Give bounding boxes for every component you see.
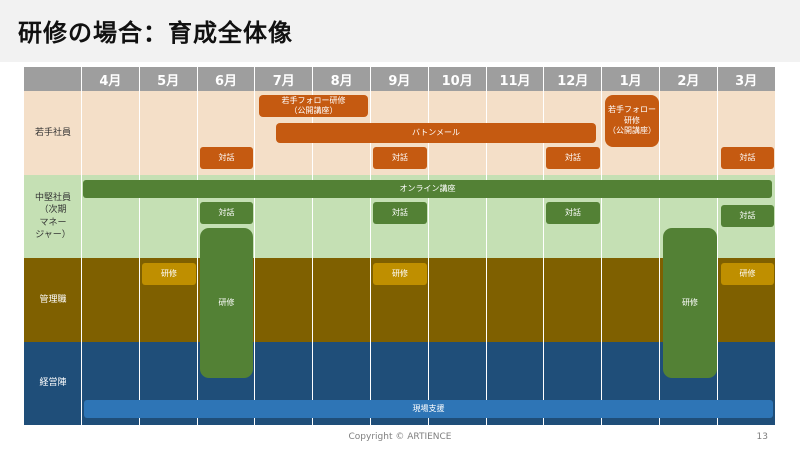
month-header: 10月	[428, 67, 487, 91]
timeline-grid: 4月 5月 6月 7月 8月 9月 10月 11月 12月 1月 2月 3月 若手社員 中堅社員 （次…	[24, 67, 776, 425]
month-header: 6月	[197, 67, 256, 91]
column-divider	[138, 91, 140, 425]
column-divider	[601, 91, 603, 425]
month-header: 11月	[486, 67, 545, 91]
month-header: 12月	[544, 67, 603, 91]
month-header: 9月	[371, 67, 429, 91]
column-divider	[254, 91, 256, 425]
column-divider	[427, 91, 429, 425]
month-header: 8月	[313, 67, 371, 91]
online-course-bar: オンライン講座	[83, 180, 772, 198]
training-bar-feb: 研修	[663, 228, 717, 378]
column-divider	[81, 91, 82, 425]
row-label-keieijin: 経営陣	[39, 378, 67, 389]
row-label-chuken: 中堅社員 （次期 マネー ジャー）	[34, 193, 71, 240]
row-label-wakate: 若手社員	[34, 127, 71, 138]
month-header: 1月	[602, 67, 660, 91]
training-bar-jun: 研修	[200, 228, 253, 378]
field-support-bar: 現場支援	[84, 400, 773, 418]
column-divider	[370, 91, 371, 425]
training-bar-kanri-sep: 研修	[373, 263, 427, 285]
taiwa-bar-wakate-jun: 対話	[200, 147, 253, 169]
slide-header: 研修の場合：育成全体像	[0, 0, 800, 62]
taiwa-bar-chuken-jun: 対話	[200, 202, 253, 224]
column-divider	[312, 91, 314, 425]
column-divider	[774, 91, 776, 425]
column-divider	[659, 91, 660, 425]
taiwa-bar-chuken-sep: 対話	[373, 202, 427, 224]
month-header: 3月	[717, 67, 776, 91]
column-divider	[543, 91, 545, 425]
column-divider	[716, 91, 718, 425]
slide-title: 研修の場合：育成全体像	[18, 19, 293, 47]
month-header: 2月	[660, 67, 718, 91]
column-divider	[196, 91, 198, 425]
training-bar-kanri-mar: 研修	[721, 263, 774, 285]
baton-mail-bar: バトンメール	[276, 123, 596, 143]
wakate-follow-training-bar: 若手フォロー研修 （公開講座）	[259, 95, 368, 117]
wakate-follow-training-bar-jan: 若手フォロー研修 （公開講座）	[605, 95, 659, 147]
month-header: 7月	[255, 67, 314, 91]
month-header: 5月	[139, 67, 198, 91]
taiwa-bar-wakate-dec: 対話	[546, 147, 600, 169]
copyright-footer: Copyright © ARTIENCE	[348, 432, 452, 442]
taiwa-bar-chuken-mar: 対話	[721, 205, 774, 227]
month-header: 4月	[82, 67, 140, 91]
row-label-kanrishoku: 管理職	[39, 294, 67, 305]
taiwa-bar-chuken-dec: 対話	[546, 202, 600, 224]
page-number: 13	[756, 432, 768, 442]
taiwa-bar-wakate-sep: 対話	[373, 147, 427, 169]
column-divider	[485, 91, 487, 425]
training-bar-kanri-may: 研修	[142, 263, 196, 285]
taiwa-bar-wakate-mar: 対話	[721, 147, 774, 169]
header-corner	[24, 67, 82, 91]
